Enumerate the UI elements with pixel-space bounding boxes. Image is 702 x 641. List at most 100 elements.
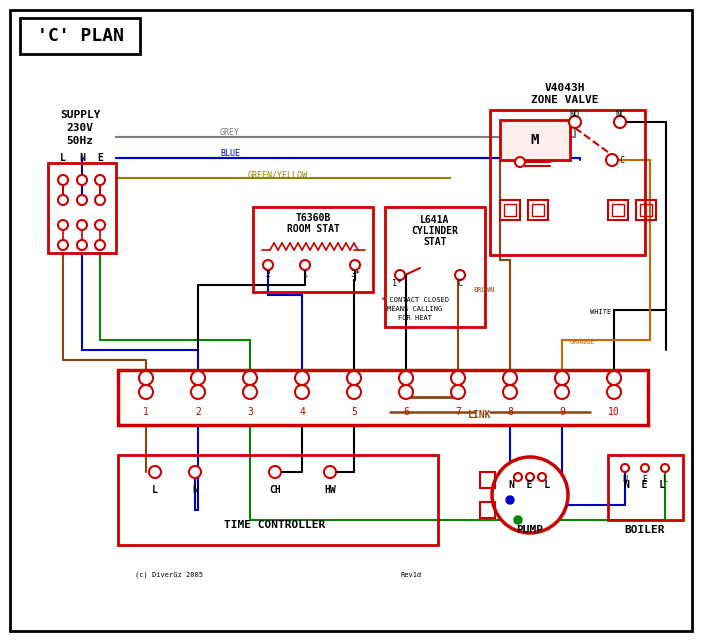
Bar bbox=[48, 163, 116, 253]
Bar bbox=[490, 110, 645, 255]
Circle shape bbox=[451, 371, 465, 385]
Circle shape bbox=[347, 385, 361, 399]
Circle shape bbox=[515, 157, 525, 167]
Bar bbox=[500, 120, 570, 160]
Circle shape bbox=[614, 116, 626, 128]
Circle shape bbox=[607, 385, 621, 399]
Bar bbox=[532, 204, 544, 216]
Circle shape bbox=[661, 464, 669, 472]
Bar bbox=[500, 200, 520, 220]
Text: WHITE: WHITE bbox=[590, 309, 611, 315]
Circle shape bbox=[350, 260, 360, 270]
Circle shape bbox=[77, 175, 87, 185]
Bar bbox=[608, 200, 628, 220]
Circle shape bbox=[243, 385, 257, 399]
Text: 2: 2 bbox=[195, 407, 201, 417]
Text: 8: 8 bbox=[507, 407, 513, 417]
Text: N  E  L: N E L bbox=[625, 480, 665, 490]
Text: 3*: 3* bbox=[350, 269, 360, 278]
Circle shape bbox=[95, 195, 105, 205]
Circle shape bbox=[191, 371, 205, 385]
Text: 'C' PLAN: 'C' PLAN bbox=[37, 27, 124, 45]
Text: STAT: STAT bbox=[423, 237, 446, 247]
Text: N  E  L: N E L bbox=[510, 480, 550, 490]
Text: ORANGE: ORANGE bbox=[570, 339, 595, 345]
Text: PUMP: PUMP bbox=[517, 525, 543, 535]
Circle shape bbox=[58, 175, 68, 185]
Circle shape bbox=[295, 385, 309, 399]
Circle shape bbox=[95, 240, 105, 250]
Text: C: C bbox=[458, 278, 463, 288]
Text: LINK: LINK bbox=[468, 410, 491, 420]
Circle shape bbox=[295, 371, 309, 385]
Bar bbox=[118, 455, 438, 545]
Circle shape bbox=[395, 270, 405, 280]
Circle shape bbox=[607, 371, 621, 385]
Bar bbox=[480, 472, 495, 488]
Bar bbox=[385, 207, 485, 327]
Text: L: L bbox=[60, 153, 66, 163]
Bar bbox=[612, 204, 624, 216]
Text: BOILER: BOILER bbox=[625, 525, 665, 535]
Circle shape bbox=[526, 473, 534, 481]
Text: GREEN/YELLOW: GREEN/YELLOW bbox=[248, 171, 308, 179]
Text: BLUE: BLUE bbox=[220, 149, 240, 158]
Circle shape bbox=[503, 371, 517, 385]
Text: SUPPLY: SUPPLY bbox=[60, 110, 100, 120]
Text: 230V: 230V bbox=[67, 123, 93, 133]
Text: M: M bbox=[531, 133, 539, 147]
Circle shape bbox=[506, 496, 514, 504]
Text: NO: NO bbox=[569, 110, 579, 119]
Circle shape bbox=[243, 371, 257, 385]
Circle shape bbox=[399, 371, 413, 385]
Text: N: N bbox=[192, 485, 198, 495]
Text: L641A: L641A bbox=[420, 215, 450, 225]
Circle shape bbox=[58, 240, 68, 250]
Text: GREY: GREY bbox=[220, 128, 240, 137]
Text: 1*: 1* bbox=[392, 278, 402, 288]
Text: Rev1d: Rev1d bbox=[400, 572, 421, 578]
Circle shape bbox=[149, 466, 161, 478]
Text: N: N bbox=[623, 474, 628, 483]
Text: 50Hz: 50Hz bbox=[67, 136, 93, 146]
Text: L: L bbox=[152, 485, 158, 495]
Circle shape bbox=[77, 240, 87, 250]
Text: 4: 4 bbox=[299, 407, 305, 417]
Bar bbox=[640, 204, 652, 216]
Circle shape bbox=[514, 473, 522, 481]
Text: 10: 10 bbox=[608, 407, 620, 417]
Text: 3: 3 bbox=[247, 407, 253, 417]
Circle shape bbox=[555, 371, 569, 385]
Bar bbox=[528, 200, 548, 220]
Circle shape bbox=[58, 220, 68, 230]
Circle shape bbox=[503, 385, 517, 399]
Bar bbox=[608, 455, 683, 520]
Text: CH: CH bbox=[269, 485, 281, 495]
Circle shape bbox=[139, 385, 153, 399]
Circle shape bbox=[492, 457, 568, 533]
Text: HW: HW bbox=[324, 485, 336, 495]
Text: MEANS CALLING: MEANS CALLING bbox=[388, 306, 443, 312]
Circle shape bbox=[514, 516, 522, 524]
Circle shape bbox=[189, 466, 201, 478]
Circle shape bbox=[95, 175, 105, 185]
Circle shape bbox=[95, 220, 105, 230]
Text: 9: 9 bbox=[559, 407, 565, 417]
Text: CYLINDER: CYLINDER bbox=[411, 226, 458, 236]
Text: BROWN: BROWN bbox=[474, 287, 495, 293]
Circle shape bbox=[77, 220, 87, 230]
Text: ROOM STAT: ROOM STAT bbox=[286, 224, 340, 234]
Bar bbox=[253, 207, 373, 292]
Text: (c) DiverGz 2005: (c) DiverGz 2005 bbox=[135, 572, 203, 578]
Circle shape bbox=[139, 371, 153, 385]
Text: E: E bbox=[97, 153, 103, 163]
Circle shape bbox=[538, 473, 546, 481]
Text: N: N bbox=[79, 153, 85, 163]
Bar bbox=[118, 370, 648, 425]
Circle shape bbox=[191, 385, 205, 399]
Text: 1: 1 bbox=[303, 269, 307, 278]
Circle shape bbox=[263, 260, 273, 270]
Text: C: C bbox=[619, 156, 625, 165]
Text: ZONE VALVE: ZONE VALVE bbox=[531, 95, 599, 105]
Circle shape bbox=[451, 385, 465, 399]
